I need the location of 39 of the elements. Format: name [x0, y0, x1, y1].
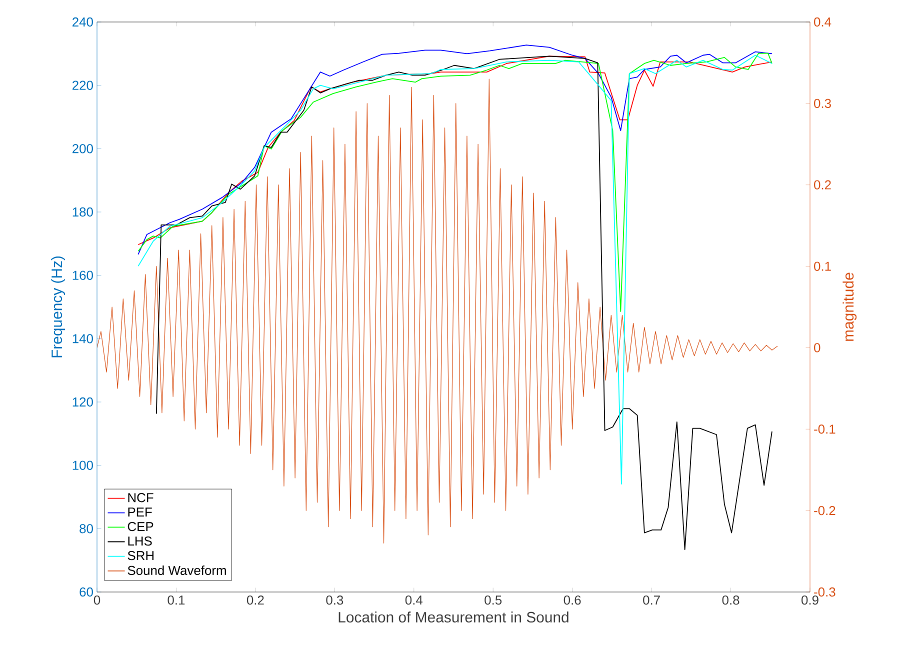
x-tick-label: 0 [94, 596, 100, 605]
y-tick-label: 100 [72, 460, 93, 470]
x-tick-label: 0.8 [722, 596, 740, 605]
y-tick-label: 140 [72, 334, 93, 344]
y-tick-label: 160 [72, 270, 93, 280]
y2-tick-label: 0.4 [814, 17, 832, 27]
x-tick-label: 0.4 [405, 596, 423, 605]
x-tick-label: 0.5 [484, 596, 502, 605]
y2-tick-label: 0 [814, 343, 820, 352]
x-axis-title: Location of Measurement in Sound [338, 612, 568, 622]
y-tick-label: 240 [72, 17, 93, 27]
y-tick-label: 200 [72, 144, 93, 154]
y2-tick-label: -0.1 [814, 424, 836, 434]
x-tick-label: 0.7 [643, 596, 660, 605]
legend-label: LHS [128, 536, 152, 546]
y-tick-label: 60 [80, 587, 93, 597]
y2-tick-label: -0.3 [814, 587, 836, 597]
x-tick-label: 0.9 [801, 596, 818, 605]
y2-tick-label: -0.2 [814, 506, 836, 516]
y-tick-label: 180 [72, 207, 93, 217]
x-tick-label: 0.3 [326, 596, 344, 605]
x-tick-label: 0.6 [564, 596, 581, 605]
line-series [138, 54, 772, 484]
legend-label: PEF [128, 508, 152, 516]
x-tick-label: 0.2 [246, 596, 264, 605]
y2-tick-label: 0.2 [814, 180, 831, 190]
y-tick-label: 220 [72, 80, 93, 90]
y-axis-title: Frequency (Hz) [51, 256, 66, 358]
x-tick-label: 0.1 [168, 596, 185, 605]
line-series [138, 52, 772, 312]
y-tick-label: 80 [80, 524, 93, 534]
y2-axis-title: magnitude [842, 272, 857, 341]
y-tick-label: 120 [72, 397, 93, 407]
y2-tick-label: 0.1 [814, 262, 831, 271]
legend-label: CEP [128, 522, 154, 532]
legend-label: Sound Waveform [128, 566, 226, 576]
y2-tick-label: 0.3 [814, 98, 831, 108]
legend-label: SRH [128, 551, 154, 560]
legend-label: NCF [128, 493, 154, 502]
